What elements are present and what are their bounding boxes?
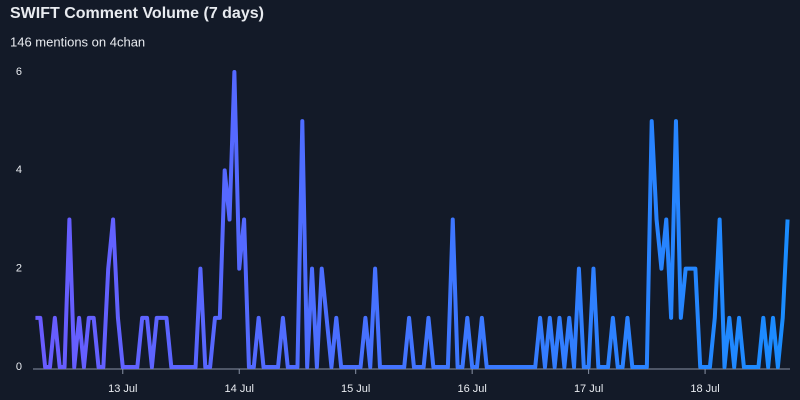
x-tick-label: 17 Jul	[574, 383, 603, 395]
y-tick-label: 0	[16, 361, 22, 373]
y-tick-label: 4	[16, 164, 22, 176]
x-tick-label: 13 Jul	[108, 383, 137, 395]
chart-title: SWIFT Comment Volume (7 days)	[10, 5, 264, 22]
x-tick-label: 15 Jul	[341, 383, 370, 395]
line-series	[35, 70, 790, 369]
x-tick-label: 16 Jul	[457, 383, 486, 395]
chart-subtitle: 146 mentions on 4chan	[10, 34, 145, 49]
x-tick-label: 14 Jul	[225, 383, 254, 395]
x-tick-label: 18 Jul	[690, 383, 719, 395]
y-tick-label: 6	[16, 66, 22, 78]
y-tick-label: 2	[16, 263, 22, 275]
